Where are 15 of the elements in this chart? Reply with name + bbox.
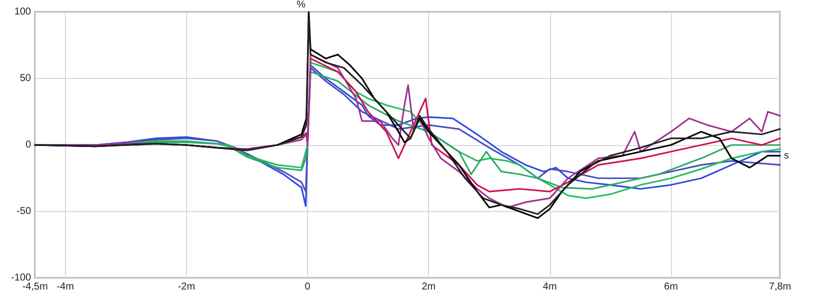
y-tick-label: 50 [20,73,32,84]
x-tick-label: -4m [56,282,74,292]
x-tick-label: 2m [422,282,436,292]
x-tick-label: -2m [178,282,196,292]
x-tick-label: -4,5m [22,282,48,292]
y-axis-title: % [296,0,306,10]
x-tick-label: 7,8m [768,282,792,292]
y-tick-label: 0 [25,140,32,150]
x-tick-label: 6m [664,282,678,292]
y-tick-label: -100 [10,272,32,284]
y-tick-label: -50 [16,206,32,217]
x-tick-label: 0 [304,282,311,292]
x-tick-label: 4m [542,282,557,292]
x-axis-title: s [784,150,789,162]
y-tick-label: 100 [14,6,32,18]
